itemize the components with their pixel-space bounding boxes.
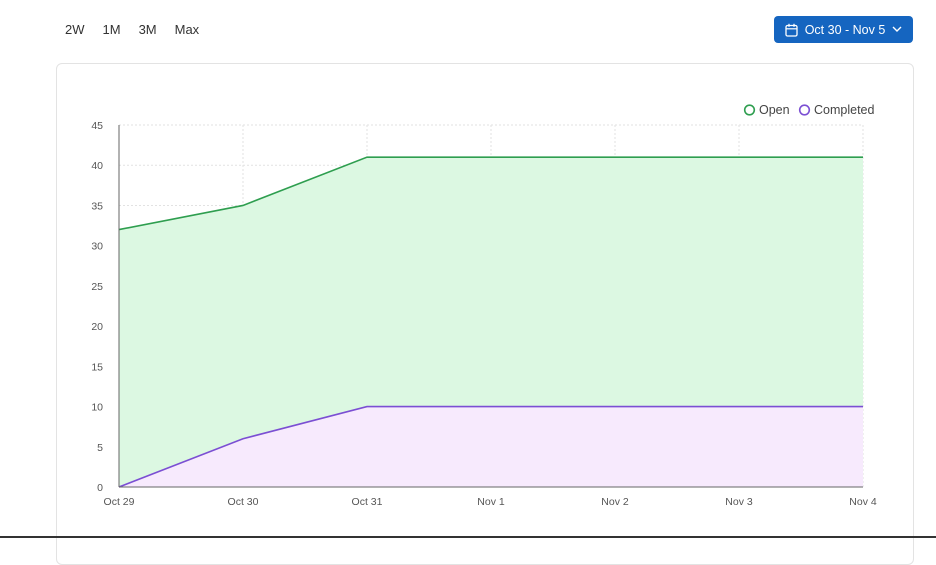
y-tick-label: 35 [91, 200, 103, 212]
completed-area [119, 406, 863, 487]
y-tick-label: 15 [91, 361, 103, 373]
bottom-divider [0, 536, 936, 538]
legend-label-open: Open [759, 103, 790, 117]
legend-label-completed: Completed [814, 103, 874, 117]
area-chart: 0 5 10 15 20 25 30 35 40 45 Oct 29 Oct 30 Oct 31 Nov … [91, 103, 877, 508]
y-tick-label: 10 [91, 402, 103, 414]
open-series-line [118, 156, 863, 231]
x-tick-label: Oct 31 [352, 496, 383, 508]
x-tick-label: Nov 1 [477, 496, 505, 508]
calendar-icon [785, 23, 798, 37]
y-tick-label: 40 [91, 160, 103, 172]
completed-series-line [118, 405, 863, 488]
date-range-label: Oct 30 - Nov 5 [804, 22, 886, 37]
open-area [119, 157, 863, 487]
x-tick-label: Nov 4 [849, 496, 877, 508]
legend-marker-open [743, 104, 756, 116]
range-tab-2w[interactable]: 2W [65, 22, 85, 37]
range-tabs: 2W 1M 3M Max [56, 18, 208, 41]
y-tick-label: 30 [91, 241, 103, 253]
x-tick-label: Nov 3 [725, 496, 753, 508]
chevron-down-icon [892, 26, 902, 33]
y-tick-label: 5 [97, 442, 103, 454]
y-tick-label: 20 [91, 321, 103, 333]
date-range-button[interactable]: Oct 30 - Nov 5 [774, 16, 913, 43]
range-tab-1m[interactable]: 1M [102, 22, 121, 37]
legend-marker-completed [798, 104, 811, 116]
x-tick-label: Nov 2 [601, 496, 629, 508]
range-tab-3m[interactable]: 3M [138, 22, 157, 37]
x-tick-label: Oct 30 [228, 496, 259, 508]
y-tick-label: 25 [91, 281, 103, 293]
x-tick-label: Oct 29 [104, 496, 135, 508]
y-tick-label: 0 [97, 482, 103, 494]
y-tick-label: 45 [91, 120, 103, 132]
range-tab-max[interactable]: Max [174, 22, 200, 37]
